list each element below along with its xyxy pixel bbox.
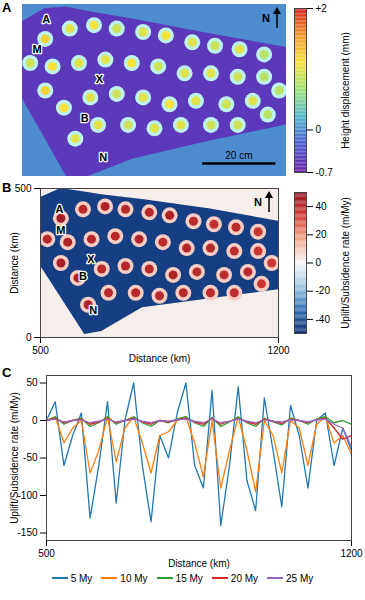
svg-text:Distance (km): Distance (km): [9, 232, 20, 294]
svg-text:-20: -20: [316, 285, 331, 296]
svg-text:A: A: [56, 203, 64, 215]
svg-text:Distance (km): Distance (km): [168, 558, 230, 569]
svg-text:X: X: [87, 253, 95, 265]
svg-text:0: 0: [32, 415, 38, 426]
svg-text:Height displacement (mm): Height displacement (mm): [340, 32, 351, 149]
svg-text:-150: -150: [17, 527, 37, 538]
html-text:5 My: 5 My: [70, 572, 93, 584]
svg-text:-100: -100: [17, 490, 37, 501]
svg-text:-50: -50: [23, 452, 38, 463]
svg-text:A: A: [42, 13, 50, 25]
html-text:15 My: 15 My: [175, 572, 203, 584]
svg-text:20 cm: 20 cm: [225, 150, 252, 161]
svg-text:M: M: [33, 43, 42, 55]
svg-text:M: M: [56, 224, 65, 236]
html-text:20 My: 20 My: [230, 572, 259, 584]
svg-text:40: 40: [316, 201, 328, 212]
svg-text:Uplift/Subsidence rate (m/My): Uplift/Subsidence rate (m/My): [9, 392, 20, 524]
svg-text:+2: +2: [316, 3, 328, 14]
svg-text:500: 500: [32, 345, 49, 356]
svg-text:1200: 1200: [340, 548, 363, 559]
html-text:B: B: [2, 180, 12, 195]
svg-text:N: N: [99, 151, 107, 163]
svg-text:Distance (km): Distance (km): [129, 353, 191, 364]
svg-text:0: 0: [316, 257, 322, 268]
svg-text:-40: -40: [316, 314, 331, 325]
html-text:A: A: [2, 0, 12, 15]
svg-text:N: N: [89, 304, 97, 316]
html-text:N: N: [254, 196, 262, 208]
svg-text:B: B: [81, 112, 89, 124]
svg-text:500: 500: [15, 183, 32, 194]
html-text:25 My: 25 My: [286, 572, 314, 584]
svg-text:Uplift/Subsidence rate (m/My): Uplift/Subsidence rate (m/My): [340, 197, 351, 329]
svg-text:0: 0: [316, 124, 322, 135]
svg-text:-0.7: -0.7: [316, 167, 334, 178]
html-text:C: C: [2, 365, 12, 380]
svg-text:B: B: [79, 270, 87, 282]
svg-text:1200: 1200: [267, 345, 290, 356]
html-text:N: N: [262, 12, 270, 24]
svg-text:20: 20: [316, 229, 328, 240]
svg-text:X: X: [96, 73, 104, 85]
svg-text:500: 500: [38, 548, 55, 559]
html-text:10 My: 10 My: [120, 572, 148, 584]
svg-text:50: 50: [26, 377, 38, 388]
svg-text:0: 0: [26, 332, 32, 343]
